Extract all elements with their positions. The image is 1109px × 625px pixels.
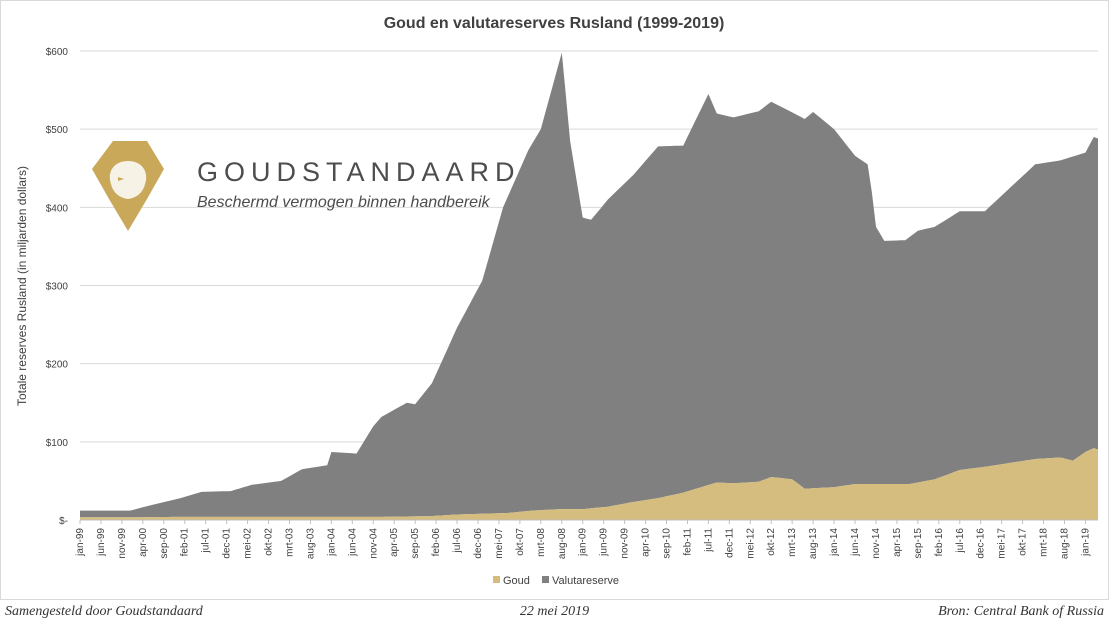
series-goud-area (80, 448, 1098, 520)
x-tick-label: jan-19 (1080, 528, 1091, 557)
chart-frame: Goud en valutareserves Rusland (1999-201… (0, 0, 1109, 600)
x-tick-label: apr-05 (389, 528, 400, 557)
x-tick-label: mei-07 (494, 528, 505, 559)
chart: Goud en valutareserves Rusland (1999-201… (15, 15, 1098, 587)
series-valutareserve-area (80, 52, 1098, 518)
x-tick-label: jan-14 (829, 528, 840, 557)
lion-face-icon (109, 161, 147, 199)
x-tick-label: aug-13 (808, 528, 819, 560)
plot-area (80, 52, 1098, 520)
footer-source: Bron: Central Bank of Russia (938, 604, 1104, 619)
x-tick-label: dec-01 (222, 528, 233, 559)
x-tick-label: dec-16 (976, 528, 987, 559)
x-tick-label: mei-12 (745, 528, 756, 559)
axes: $- $100 $200 $300 $400 $500 $600 jan-99 jun-99 no… (46, 47, 1098, 559)
y-tick-label: $300 (46, 282, 69, 293)
legend: Goud Valutareserve (493, 575, 619, 587)
legend-label: Goud (503, 575, 530, 587)
x-tick-label: apr-10 (641, 528, 652, 557)
x-tick-label: nov-99 (117, 528, 128, 559)
y-tick-label: $400 (46, 203, 69, 214)
y-tick-label: $- (59, 516, 68, 527)
x-tick-label: feb-01 (180, 528, 191, 557)
brand-name: GOUDSTANDAARD (197, 157, 521, 187)
x-tick-label: nov-14 (871, 528, 882, 559)
footer-date: 22 mei 2019 (519, 604, 590, 619)
x-tick-label: jul-16 (955, 528, 966, 554)
x-tick-label: aug-18 (1060, 528, 1071, 560)
x-tick-label: okt-17 (1018, 528, 1029, 556)
y-tick-label: $100 (46, 438, 69, 449)
x-tick-label: sep-10 (662, 528, 673, 559)
x-tick-label: feb-06 (431, 528, 442, 557)
footer: Samengesteld door Goudstandaard 22 mei 2… (0, 602, 1109, 624)
x-tick-label: mrt-13 (787, 528, 798, 557)
y-axis-label: Totale reserves Rusland (in miljarden do… (15, 166, 29, 406)
x-tick-label: okt-12 (766, 528, 777, 556)
x-tick-label: nov-09 (620, 528, 631, 559)
x-tick-label: jul-06 (452, 528, 463, 554)
x-tick-label: feb-11 (682, 528, 693, 556)
legend-swatch (493, 576, 500, 583)
x-tick-label: apr-15 (892, 528, 903, 557)
x-tick-label: dec-06 (473, 528, 484, 559)
x-tick-label: aug-08 (557, 528, 568, 560)
x-tick-label: nov-04 (368, 528, 379, 559)
x-tick-label: dec-11 (724, 528, 735, 558)
brand-tagline: Beschermd vermogen binnen handbereik (197, 194, 491, 211)
x-tick-label: mrt-18 (1039, 528, 1050, 557)
legend-swatch (542, 576, 549, 583)
x-tick-label: jun-09 (599, 528, 610, 557)
x-tick-label: feb-16 (934, 528, 945, 557)
x-tick-label: jan-99 (75, 528, 86, 557)
brand-logo: GOUDSTANDAARD Beschermd vermogen binnen … (92, 141, 521, 231)
x-tick-label: mrt-08 (536, 528, 547, 557)
x-tick-label: okt-07 (515, 528, 526, 556)
footer-credit: Samengesteld door Goudstandaard (5, 604, 203, 619)
legend-label: Valutareserve (552, 575, 619, 587)
y-tick-label: $500 (46, 125, 69, 136)
x-tick-label: jun-99 (96, 528, 107, 557)
x-tick-label: jan-09 (578, 528, 589, 557)
x-tick-label: jul-01 (201, 528, 212, 554)
x-tick-label: jun-14 (850, 528, 861, 557)
x-tick-label: mrt-03 (285, 528, 296, 557)
y-tick-label: $600 (46, 47, 69, 58)
x-tick-label: mei-17 (997, 528, 1008, 559)
x-tick-label: sep-05 (410, 528, 421, 559)
x-tick-label: jan-04 (326, 528, 337, 557)
x-tick-label: jun-04 (347, 528, 358, 557)
x-tick-label: sep-15 (913, 528, 924, 559)
x-tick-label: sep-00 (159, 528, 170, 559)
x-tick-label: okt-02 (264, 528, 275, 556)
x-tick-label: jul-11 (703, 528, 714, 553)
x-tick-label: mei-02 (243, 528, 254, 559)
x-tick-label: aug-03 (305, 528, 316, 560)
y-tick-label: $200 (46, 360, 69, 371)
chart-title: Goud en valutareserves Rusland (1999-201… (384, 15, 725, 32)
x-tick-label: apr-00 (138, 528, 149, 557)
